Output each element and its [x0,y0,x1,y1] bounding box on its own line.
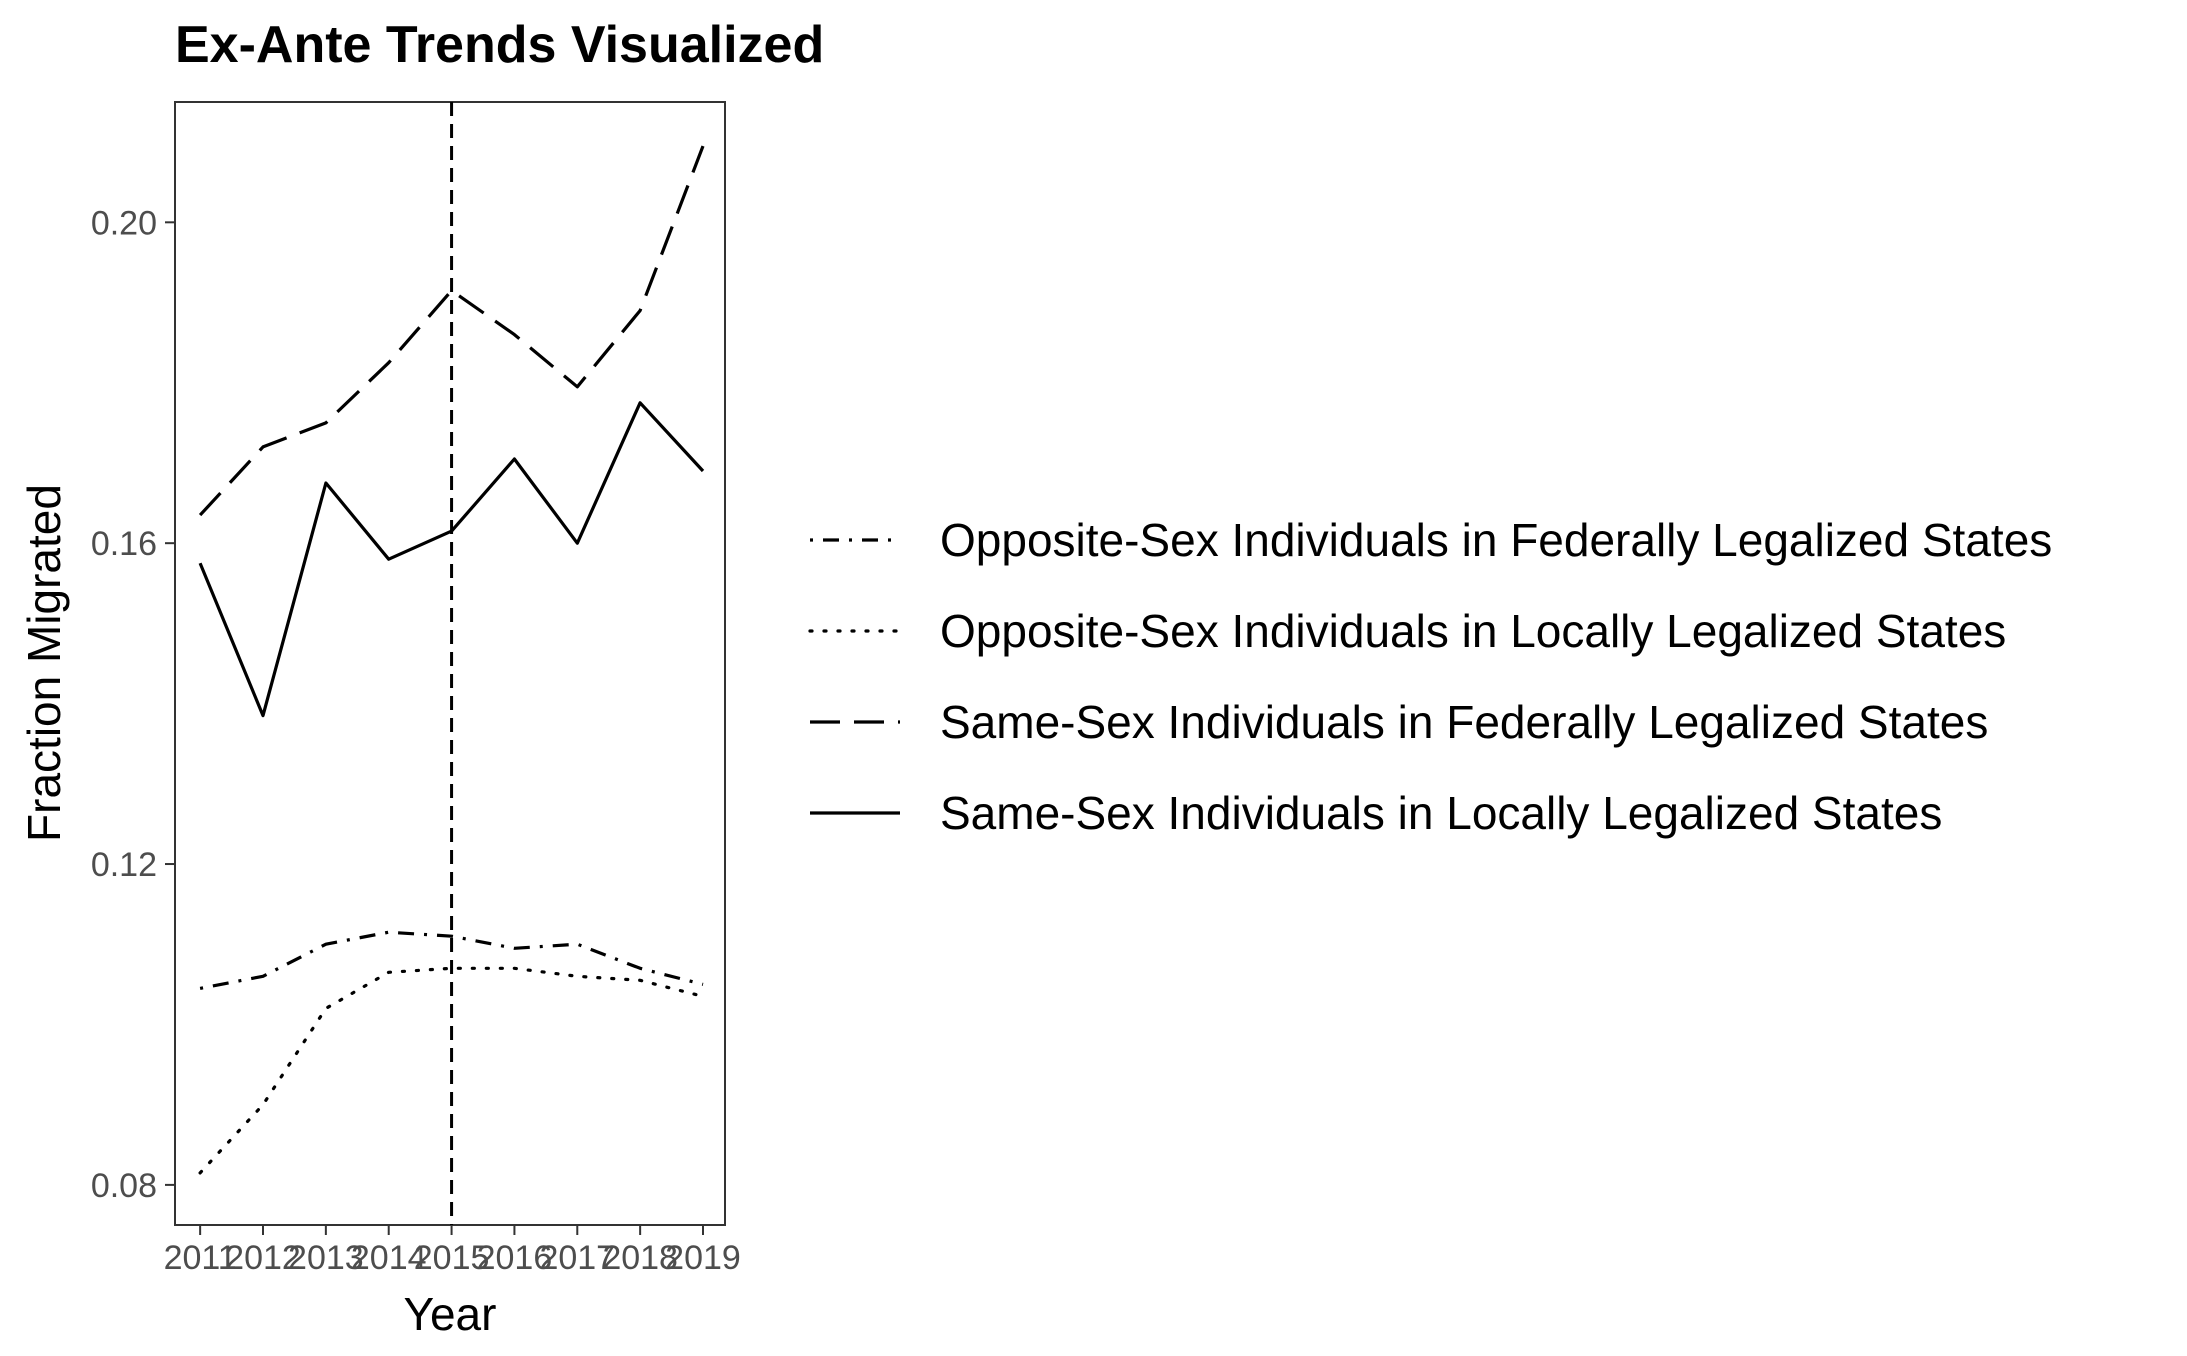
y-tick-label: 0.08 [91,1167,157,1205]
x-tick-label: 2018 [602,1239,678,1277]
x-axis-title: Year [404,1288,497,1340]
y-tick-label: 0.16 [91,525,157,563]
series-line-1 [199,930,704,990]
y-axis-title: Fraction Migrated [18,484,70,842]
x-tick-label: 2015 [414,1239,490,1277]
series-line-3 [198,145,705,517]
x-tick-label: 2011 [164,1239,237,1277]
x-tick-label: 2019 [665,1239,741,1277]
legend-label-3: Same-Sex Individuals in Federally Legali… [940,696,1988,748]
x-tick-label: 2017 [539,1239,615,1277]
legend-label-4: Same-Sex Individuals in Locally Legalize… [940,787,1942,839]
legend-label-1: Opposite-Sex Individuals in Federally Le… [940,514,2052,566]
x-tick-label: 2012 [225,1239,301,1277]
y-tick-label: 0.20 [91,204,157,242]
series-line-4 [198,401,705,718]
x-tick-label: 2016 [477,1239,553,1277]
plot-panel [174,101,726,1226]
legend-label-2: Opposite-Sex Individuals in Locally Lega… [940,605,2006,657]
chart-title: Ex-Ante Trends Visualized [175,16,824,74]
y-axis: 0.08 0.12 0.16 0.20 [91,204,175,1205]
legend: Opposite-Sex Individuals in Federally Le… [808,514,2052,839]
x-tick-label: 2013 [288,1239,364,1277]
x-tick-label: 2014 [351,1239,427,1277]
series-group [198,145,705,1175]
y-tick-label: 0.12 [91,846,157,884]
